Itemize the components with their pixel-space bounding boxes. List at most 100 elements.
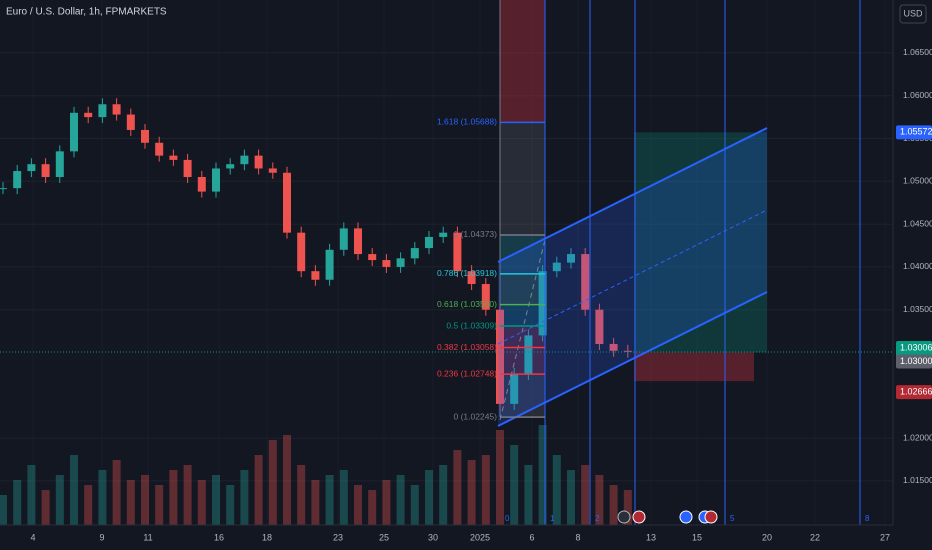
volume-bar <box>581 465 590 525</box>
currency-label[interactable]: USD <box>903 8 923 18</box>
candle <box>410 248 419 259</box>
fib-zone <box>500 0 545 123</box>
x-tick-label: 25 <box>379 532 389 542</box>
candle <box>212 168 220 192</box>
candle <box>524 335 533 374</box>
volume-bar <box>183 465 192 525</box>
candle <box>339 228 348 250</box>
volume-bar <box>354 485 362 525</box>
volume-bar <box>496 430 504 525</box>
fib-label: 0.786 (1.03918) <box>437 268 497 278</box>
volume-bar <box>112 460 121 525</box>
candle <box>98 104 107 118</box>
candle <box>155 142 164 156</box>
event-icon[interactable] <box>617 510 631 524</box>
x-tick-label: 18 <box>262 532 272 542</box>
volume-bar <box>126 480 135 525</box>
volume-bar <box>368 490 377 525</box>
volume-bar <box>552 455 561 525</box>
x-tick-label: 13 <box>646 532 656 542</box>
candle <box>595 309 604 344</box>
candle <box>169 155 178 160</box>
event-icon[interactable] <box>704 510 718 524</box>
fib-label: 0.5 (1.03309) <box>446 320 497 330</box>
volume-bar <box>98 470 107 525</box>
x-tick-label: 22 <box>810 532 820 542</box>
volume-bar <box>339 470 348 525</box>
x-tick-label: 27 <box>880 532 890 542</box>
price-tag <box>896 385 932 400</box>
candles <box>0 98 632 410</box>
bar-count-label: 0 <box>505 514 510 523</box>
candle <box>623 350 632 352</box>
candle <box>283 172 291 233</box>
volume-bar <box>0 495 7 525</box>
fib-trend <box>499 239 546 421</box>
x-tick-label: 30 <box>428 532 438 542</box>
bar-count-label: 8 <box>865 514 870 523</box>
fib-label: 1.618 (1.05688) <box>437 117 497 127</box>
volume-bar <box>254 455 263 525</box>
x-tick-label: 15 <box>692 532 702 542</box>
price-axis <box>893 0 932 550</box>
y-tick-label: 1.01500 <box>903 475 932 485</box>
volume-bar <box>297 465 306 525</box>
candle <box>84 112 93 118</box>
x-tick-label: 11 <box>143 532 152 542</box>
x-tick-label: 6 <box>529 532 534 542</box>
volume-pane <box>0 425 632 525</box>
volume-bar <box>595 475 604 525</box>
volume-bar <box>311 480 320 525</box>
channel-bottom <box>497 291 768 427</box>
fib-zones <box>499 0 545 418</box>
price-tag-label: 1.02666 <box>900 386 932 396</box>
volume-bar <box>425 470 433 525</box>
volume-bar <box>510 445 519 525</box>
volume-bar <box>396 475 405 525</box>
volume-bar <box>155 485 164 525</box>
volume-bar <box>84 485 93 525</box>
volume-bar <box>27 465 36 525</box>
candle <box>453 232 462 272</box>
long-position <box>0 132 893 382</box>
candle <box>197 177 206 192</box>
y-tick-label: 1.02000 <box>903 432 932 442</box>
volume-bar <box>141 475 149 525</box>
candle <box>325 249 334 280</box>
profit-zone <box>634 132 767 353</box>
candle <box>254 155 263 169</box>
volume-bar <box>410 485 419 525</box>
candle <box>41 164 50 178</box>
volume-bar <box>13 480 22 525</box>
currency-button[interactable] <box>899 4 927 24</box>
candle <box>467 271 476 285</box>
volume-bar <box>212 475 220 525</box>
volume-bar <box>524 465 533 525</box>
volume-bar <box>439 465 448 525</box>
y-tick-label: 1.05000 <box>903 176 932 186</box>
event-icon[interactable] <box>679 510 693 524</box>
fib-zone <box>500 273 545 305</box>
price-tag-label: 1.05572 <box>900 127 932 137</box>
candle <box>538 271 547 336</box>
candle <box>581 254 590 310</box>
candle <box>112 104 121 115</box>
candle <box>396 258 405 267</box>
fib-label: 0.236 (1.02748) <box>437 368 497 378</box>
event-icon[interactable] <box>632 510 646 524</box>
x-tick-label: 9 <box>99 532 104 542</box>
candle <box>126 114 135 130</box>
volume-bar <box>325 475 334 525</box>
candle <box>609 343 618 351</box>
candle <box>425 236 433 249</box>
volume-bar <box>283 435 291 525</box>
y-tick-label: 1.04000 <box>903 261 932 271</box>
cycle-lines <box>544 0 861 525</box>
loss-zone <box>634 352 754 382</box>
candle <box>297 232 306 272</box>
volume-bar <box>197 480 206 525</box>
candle <box>510 373 519 404</box>
channel-top <box>497 127 768 263</box>
